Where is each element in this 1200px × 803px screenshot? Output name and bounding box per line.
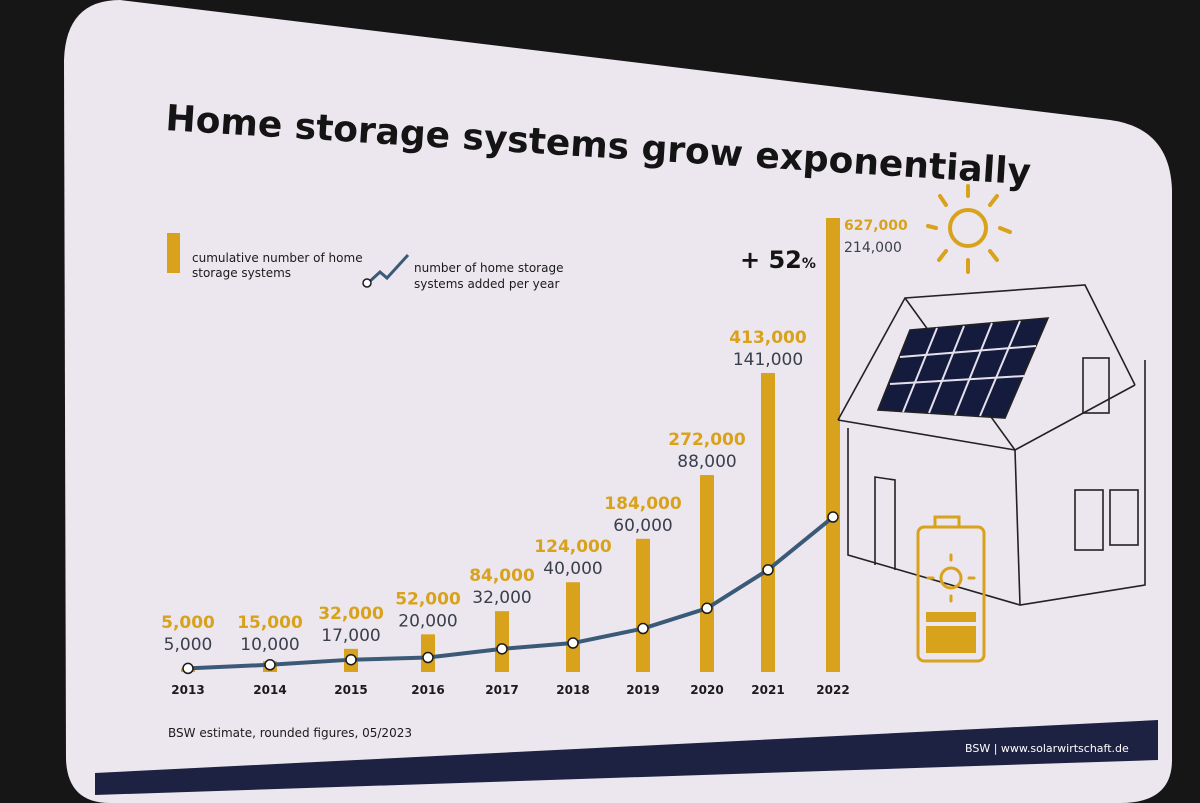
x-tick-label: 2015 [334, 683, 367, 697]
legend-bar-label-2: storage systems [192, 266, 291, 280]
x-tick-label: 2017 [485, 683, 518, 697]
cumulative-label: 413,000 [729, 328, 807, 348]
x-tick-label: 2022 [816, 683, 849, 697]
cumulative-label: 184,000 [604, 494, 682, 514]
growth-unit: % [802, 256, 816, 272]
bar-2017 [495, 611, 509, 672]
added-label: 10,000 [240, 635, 299, 655]
cumulative-label: 272,000 [668, 430, 746, 450]
legend-line-marker [362, 278, 372, 288]
line-point-2013 [182, 662, 194, 675]
line-point-2021 [762, 564, 774, 576]
line-point-2016 [422, 651, 434, 664]
legend-bar-swatch [167, 233, 180, 273]
cumulative-label: 627,000 [844, 218, 908, 234]
added-label: 17,000 [321, 626, 380, 646]
bar-2022 [826, 218, 840, 672]
bar-2019 [636, 538, 650, 672]
cumulative-label: 15,000 [237, 613, 303, 633]
line-point-2015 [345, 653, 357, 666]
bar-2021 [761, 372, 775, 672]
solar-panel [876, 317, 1050, 419]
bar-2018 [566, 582, 580, 672]
cumulative-label: 5,000 [161, 613, 215, 633]
growth-value: + 52 [740, 246, 802, 274]
added-label: 88,000 [677, 452, 736, 472]
line-point-2014 [264, 659, 276, 671]
legend-line-label-1: number of home storage [414, 261, 563, 275]
x-tick-label: 2021 [751, 683, 784, 697]
slide-background [64, 0, 1172, 803]
cumulative-label: 124,000 [534, 537, 612, 557]
cumulative-label: 84,000 [469, 566, 535, 586]
added-label: 32,000 [472, 588, 531, 608]
solar-panel-grid [889, 320, 1037, 417]
added-per-year-line [187, 515, 835, 671]
x-tick-label: 2019 [626, 683, 659, 697]
x-tick-label: 2020 [690, 683, 723, 697]
line-point-2022 [827, 511, 839, 523]
sun-icon [926, 184, 1012, 274]
footnote: BSW estimate, rounded figures, 05/2023 [168, 726, 412, 740]
added-label: 20,000 [398, 611, 457, 631]
x-tick-label: 2014 [253, 683, 286, 697]
cumulative-label: 52,000 [395, 589, 461, 609]
footer-source: BSW | www.solarwirtschaft.de [965, 742, 1129, 755]
growth-annotation: + 52% [740, 246, 816, 274]
bar-2020 [700, 475, 714, 672]
footer-band [95, 720, 1158, 795]
x-tick-label: 2016 [411, 683, 444, 697]
line-point-2020 [701, 602, 713, 615]
x-tick-label: 2013 [171, 683, 204, 697]
legend-line-label-2: systems added per year [414, 277, 559, 291]
cumulative-label: 32,000 [318, 604, 384, 624]
added-label: 40,000 [543, 559, 602, 579]
added-label: 141,000 [733, 350, 803, 370]
battery-icon [916, 515, 986, 663]
legend: cumulative number of home storage system… [167, 233, 563, 291]
added-label: 60,000 [613, 516, 672, 536]
added-label: 214,000 [844, 240, 902, 256]
x-tick-label: 2018 [556, 683, 589, 697]
line-point-2018 [567, 637, 579, 649]
added-label: 5,000 [164, 635, 213, 655]
line-point-2017 [496, 643, 508, 655]
line-point-2019 [637, 622, 649, 635]
legend-line-swatch [366, 253, 410, 285]
legend-bar-label-1: cumulative number of home [192, 251, 363, 265]
house-illustration [837, 284, 1146, 606]
